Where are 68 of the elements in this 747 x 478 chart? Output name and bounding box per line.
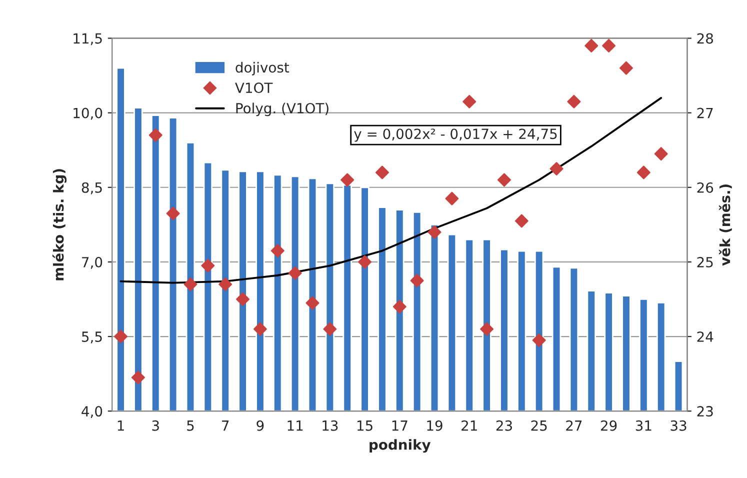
point (288, 266, 302, 280)
x-tick-label: 25 (531, 420, 547, 431)
x-tick-label: 15 (357, 420, 372, 431)
y2-tick-label: 25 (697, 256, 713, 268)
y2-tick-label: 28 (697, 33, 713, 44)
point (114, 330, 128, 344)
y-tick-label: 4,0 (82, 406, 102, 418)
annotation: y = 0,002x² - 0,017x + 24,75 (354, 128, 557, 142)
point (480, 322, 494, 336)
y-tick-label: 10,0 (74, 108, 102, 120)
point (619, 61, 633, 75)
point (602, 38, 616, 52)
point (532, 333, 546, 347)
x-tick-label: 23 (496, 420, 512, 431)
point (497, 173, 511, 187)
point (636, 166, 650, 180)
point (584, 38, 598, 52)
point (392, 300, 406, 314)
legend-label: dojivost (236, 62, 290, 76)
x-tick-label: 7 (222, 420, 229, 431)
x-tick-label: 31 (636, 420, 652, 431)
point (184, 278, 198, 292)
y2-tick-label: 23 (697, 406, 713, 417)
x-tick-label: 17 (392, 420, 408, 431)
point (462, 94, 476, 108)
x-tick-label: 3 (152, 420, 159, 431)
point (550, 162, 564, 176)
point (323, 322, 337, 336)
point (375, 166, 389, 180)
y-tick-label: 5,5 (82, 332, 102, 344)
x-tick-label: 21 (462, 420, 477, 431)
point (410, 274, 424, 288)
legend-label: V1OT (235, 82, 273, 94)
point (148, 128, 162, 142)
point (567, 94, 581, 108)
y2-tick-label: 27 (697, 108, 713, 118)
point (306, 296, 320, 310)
x-axis-title: podniky (370, 439, 431, 453)
x-tick-label: 13 (322, 420, 338, 431)
x-tick-label: 5 (187, 420, 194, 431)
x-tick-label: 11 (288, 420, 303, 431)
point (270, 244, 284, 258)
point (340, 173, 354, 187)
y-tick-label: 8,5 (82, 182, 102, 194)
x-tick-label: 1 (118, 420, 124, 431)
point (131, 370, 145, 384)
point (253, 322, 267, 336)
point (358, 255, 372, 269)
x-tick-label: 27 (566, 420, 582, 431)
y-tick-label: 7,0 (82, 256, 102, 269)
legend-label: Polyg. (V1OT) (236, 102, 328, 116)
y2-tick-label: 26 (697, 182, 714, 193)
y-axis-title: mléko (tis. kg) (52, 169, 67, 280)
x-tick-label: 9 (256, 420, 264, 431)
y2-tick-label: 24 (697, 331, 714, 342)
point (218, 278, 232, 292)
y-tick-label: 11,5 (74, 33, 102, 46)
x-tick-label: 33 (670, 420, 686, 431)
x-tick-label: 29 (600, 420, 617, 431)
point (166, 206, 180, 220)
point (654, 147, 668, 161)
point (428, 225, 442, 239)
point (201, 258, 215, 272)
x-tick-label: 19 (427, 420, 442, 431)
point (236, 292, 250, 306)
point (445, 192, 459, 206)
point (514, 214, 528, 228)
y2-axis-title: věk (měs.) (718, 184, 732, 266)
